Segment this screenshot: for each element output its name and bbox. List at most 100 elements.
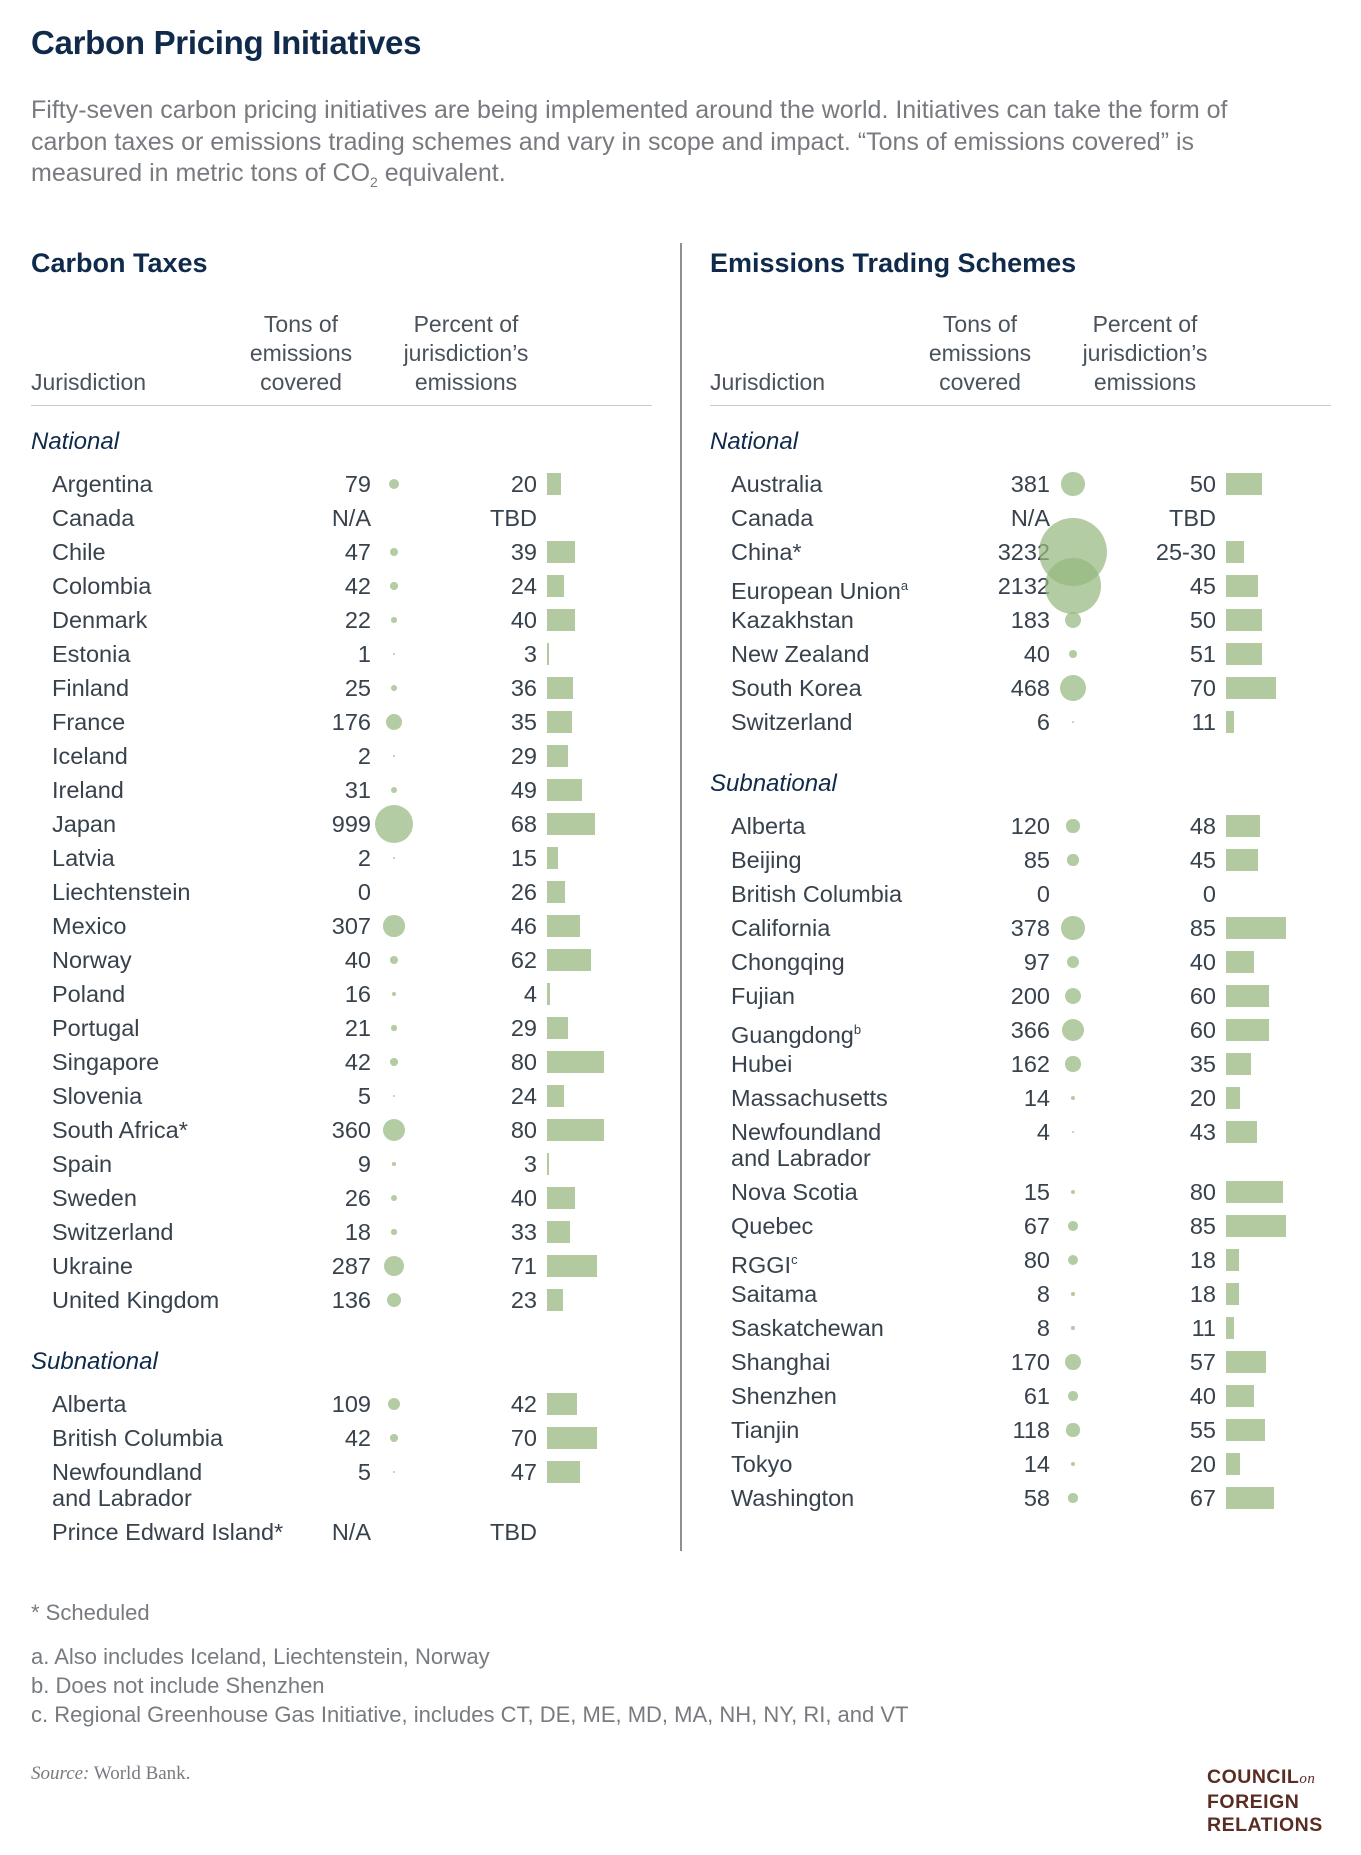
jurisdiction-name: RGGIc <box>731 1243 798 1282</box>
header-jurisdiction: Jurisdiction <box>710 369 826 395</box>
table-row: Argentina 79 20 <box>31 467 652 501</box>
percent-bar <box>547 881 566 903</box>
tons-value: 47 <box>344 539 371 565</box>
percent-value: 68 <box>510 811 537 837</box>
tons-bubble <box>1061 1018 1085 1042</box>
tons-bubble <box>1067 854 1079 866</box>
section-label-national: National <box>31 428 120 455</box>
percent-bar <box>1226 575 1258 597</box>
percent-bar <box>1226 711 1234 733</box>
column-header-row: Jurisdiction Tons of emissions covered Perce… <box>31 288 652 406</box>
jurisdiction-name-text: Norway <box>52 947 132 973</box>
percent-value: 71 <box>510 1253 537 1279</box>
tons-value: 2 <box>357 743 371 769</box>
jurisdiction-name: Switzerland <box>731 705 852 739</box>
tons-value: 170 <box>1010 1349 1050 1375</box>
percent-bar <box>547 847 558 869</box>
percent-value: 50 <box>1189 607 1216 633</box>
intro-text: Fifty-seven carbon pricing initiatives a… <box>31 95 1291 199</box>
tons-value: 1 <box>357 641 371 667</box>
percent-bar <box>547 1255 598 1277</box>
footnote-a: a. Also includes Iceland, Liechtenstein,… <box>31 1644 490 1669</box>
percent-bar <box>547 677 573 699</box>
tons-value: 183 <box>1010 607 1050 633</box>
jurisdiction-name-text: Chile <box>52 539 106 565</box>
tons-value: 25 <box>344 675 371 701</box>
tons-bubble <box>390 1194 398 1202</box>
tons-value: 16 <box>344 981 371 1007</box>
tons-bubble <box>1071 720 1075 724</box>
jurisdiction-name: Nova Scotia <box>731 1175 858 1209</box>
jurisdiction-name: Washington <box>731 1481 854 1515</box>
percent-bar <box>1226 1181 1283 1203</box>
column-header-row: Jurisdiction Tons of emissions covered Perce… <box>710 288 1331 406</box>
tons-bubble <box>392 1162 396 1166</box>
percent-value: 49 <box>510 777 537 803</box>
table-row: Saitama 8 18 <box>710 1277 1331 1311</box>
percent-bar <box>547 1393 577 1415</box>
jurisdiction-name-line2: and Labrador <box>731 1145 871 1171</box>
jurisdiction-name-text: Guangdong <box>731 1021 854 1048</box>
jurisdiction-name-text: Newfoundland <box>52 1459 203 1485</box>
table-row: Canada N/A TBD <box>31 501 652 535</box>
jurisdiction-name: Quebec <box>731 1209 813 1243</box>
jurisdiction-name: Alberta <box>52 1387 126 1421</box>
percent-bar <box>547 1187 576 1209</box>
tons-value: 8 <box>1036 1315 1050 1341</box>
table-row: New Zealand 40 51 <box>710 637 1331 671</box>
table-row: Shenzhen 61 40 <box>710 1379 1331 1413</box>
tons-value: 97 <box>1023 949 1050 975</box>
tons-bubble <box>390 582 398 590</box>
jurisdiction-name: Prince Edward Island* <box>52 1515 283 1549</box>
tons-value: N/A <box>1010 505 1050 531</box>
footnote-b: b. Does not include Shenzhen <box>31 1673 325 1698</box>
header-tons-line: Tons of <box>263 311 339 337</box>
intro-text-end: equivalent. <box>377 159 506 187</box>
table-row: Latvia 2 15 <box>31 841 652 875</box>
header-jurisdiction: Jurisdiction <box>31 369 147 395</box>
jurisdiction-name-text: Ukraine <box>52 1253 133 1279</box>
tons-bubble <box>1070 1095 1076 1101</box>
table-row: South Korea 468 70 <box>710 671 1331 705</box>
table-row: Slovenia 5 24 <box>31 1079 652 1113</box>
tons-bubble <box>1066 1423 1080 1437</box>
jurisdiction-name-line2: and Labrador <box>52 1485 192 1511</box>
cfr-logo: COUNCILon FOREIGN RELATIONS <box>1207 1766 1323 1837</box>
table-row: Hubei 162 35 <box>710 1047 1331 1081</box>
jurisdiction-name-text: United Kingdom <box>52 1287 220 1313</box>
percent-value: 45 <box>1189 573 1216 599</box>
percent-value: 18 <box>1189 1247 1216 1273</box>
jurisdiction-name-text: Prince Edward Island* <box>52 1519 284 1545</box>
jurisdiction-name-text: Chongqing <box>731 949 845 975</box>
jurisdiction-name-text: Singapore <box>52 1049 160 1075</box>
table-row: China* 3232 25-30 <box>710 517 1331 587</box>
tons-bubble <box>1070 1189 1076 1195</box>
percent-bar <box>1226 917 1287 939</box>
tons-value: 8 <box>1036 1281 1050 1307</box>
jurisdiction-name-text: Quebec <box>731 1213 814 1239</box>
jurisdiction-name: Ireland <box>52 773 124 807</box>
jurisdiction-name-text: Kazakhstan <box>731 607 854 633</box>
percent-bar <box>547 711 572 733</box>
jurisdiction-name-text: Fujian <box>731 983 796 1009</box>
table-row: Alberta 109 42 <box>31 1387 652 1421</box>
table-row: Finland 25 36 <box>31 671 652 705</box>
tons-bubble <box>383 1255 405 1277</box>
percent-value: 11 <box>1191 1315 1216 1341</box>
percent-bar <box>1226 815 1261 837</box>
table-row: Iceland 2 29 <box>31 739 652 773</box>
header-percent-line: Percent of <box>413 311 519 337</box>
percent-bar <box>1226 1385 1255 1407</box>
jurisdiction-name: France <box>52 705 125 739</box>
tons-bubble <box>390 956 398 964</box>
table-row: Norway 40 62 <box>31 943 652 977</box>
tons-bubble <box>388 478 400 490</box>
tons-value: 109 <box>331 1391 371 1417</box>
tons-bubble <box>382 1118 406 1142</box>
percent-value: 39 <box>510 539 537 565</box>
percent-value: 0 <box>1202 881 1216 907</box>
percent-value: 80 <box>510 1117 537 1143</box>
table-row: Portugal 21 29 <box>31 1011 652 1045</box>
tons-bubble <box>1068 1493 1078 1503</box>
percent-value: 60 <box>1189 1017 1216 1043</box>
